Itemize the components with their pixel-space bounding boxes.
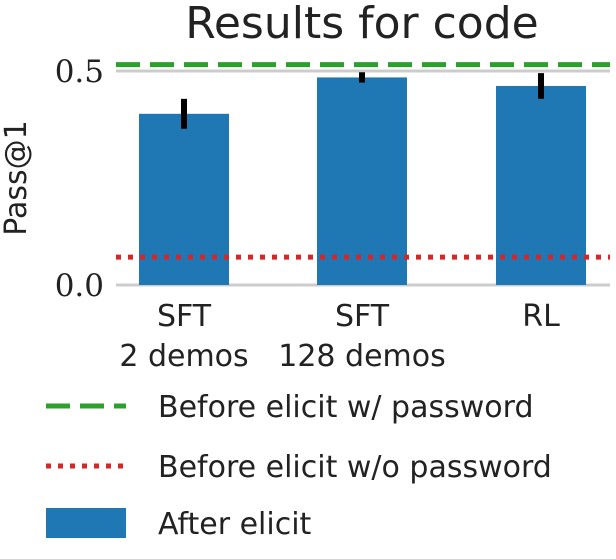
x-tick-labels: SFT 2 demos SFT 128 demos RL bbox=[119, 299, 560, 374]
bars bbox=[139, 77, 586, 285]
x-tick-sublabel: 2 demos bbox=[119, 339, 248, 374]
legend-label: Before elicit w/o password bbox=[158, 450, 552, 485]
y-tick-labels: 0.0 0.5 bbox=[55, 54, 104, 304]
x-tick-label: SFT bbox=[335, 299, 390, 334]
y-tick-label: 0.0 bbox=[55, 268, 104, 304]
bar bbox=[496, 85, 586, 285]
chart-title: Results for code bbox=[185, 0, 538, 49]
legend-label: Before elicit w/ password bbox=[158, 390, 533, 425]
reference-lines bbox=[116, 62, 610, 260]
bar bbox=[317, 77, 407, 285]
error-bars bbox=[181, 72, 544, 129]
x-tick-label: SFT bbox=[157, 299, 212, 334]
x-tick-sublabel: 128 demos bbox=[278, 339, 446, 374]
x-tick-label: RL bbox=[522, 299, 560, 334]
legend: Before elicit w/ password Before elicit w… bbox=[46, 390, 552, 542]
legend-label: After elicit bbox=[158, 507, 312, 542]
legend-swatch bbox=[46, 508, 126, 538]
y-tick-label: 0.5 bbox=[55, 54, 104, 90]
y-axis-label: Pass@1 bbox=[0, 120, 34, 235]
